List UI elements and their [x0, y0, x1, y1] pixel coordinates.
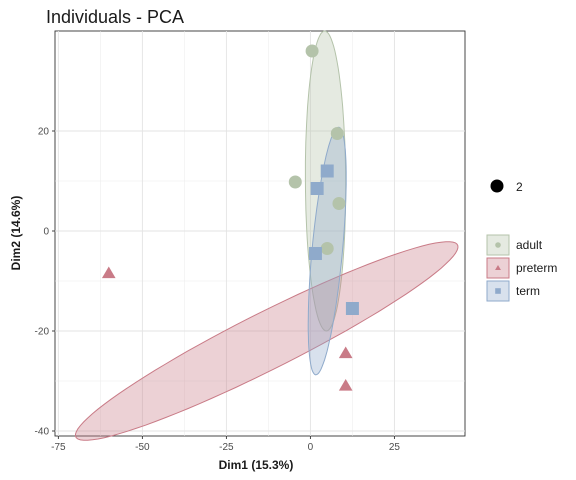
- x-axis-ticks: -75 -50 -25 0 25: [51, 436, 400, 453]
- legend-item-adult: adult: [486, 234, 543, 256]
- legend-marker-adult: [495, 242, 501, 248]
- y-axis-title: Dim2 (14.6%): [9, 196, 23, 271]
- legend-label-preterm: preterm: [516, 261, 557, 275]
- point-term: [308, 247, 322, 260]
- y-axis-ticks: -40 -20 0 20: [35, 127, 55, 438]
- y-tick-label: 0: [43, 227, 49, 238]
- plot-panel: [54, 30, 466, 437]
- x-tick-label: -75: [51, 442, 66, 453]
- point-adult: [330, 127, 344, 140]
- legend-item-term: term: [486, 280, 540, 302]
- x-tick-label: -50: [135, 442, 150, 453]
- point-term: [310, 182, 324, 195]
- size-legend: 2: [490, 179, 523, 194]
- y-tick-label: 20: [38, 127, 50, 138]
- legend-marker-preterm: [495, 264, 501, 271]
- point-preterm: [101, 266, 116, 279]
- point-adult: [288, 175, 302, 189]
- legend-label-term: term: [516, 284, 540, 298]
- point-adult: [320, 242, 334, 255]
- grid-lines: [55, 31, 465, 436]
- legend-label-adult: adult: [516, 238, 543, 252]
- point-preterm: [338, 346, 353, 359]
- x-tick-label: -25: [219, 442, 234, 453]
- point-preterm: [338, 378, 353, 391]
- x-tick-label: 25: [389, 442, 401, 453]
- size-legend-label: 2: [516, 180, 523, 194]
- size-legend-dot: [490, 179, 504, 193]
- chart-title: Individuals - PCA: [46, 7, 184, 27]
- y-tick-label: -40: [35, 427, 50, 438]
- point-term: [345, 302, 359, 315]
- data-points: [101, 44, 359, 391]
- y-tick-label: -20: [35, 327, 50, 338]
- x-tick-label: 0: [308, 442, 314, 453]
- ellipse-preterm: [75, 241, 459, 441]
- x-axis-title: Dim1 (15.3%): [219, 458, 294, 472]
- group-legend: adult preterm term: [486, 234, 557, 302]
- point-term: [320, 164, 334, 178]
- legend-item-preterm: preterm: [486, 257, 557, 279]
- legend-marker-term: [495, 288, 501, 294]
- point-adult: [305, 44, 319, 58]
- point-adult: [332, 197, 346, 210]
